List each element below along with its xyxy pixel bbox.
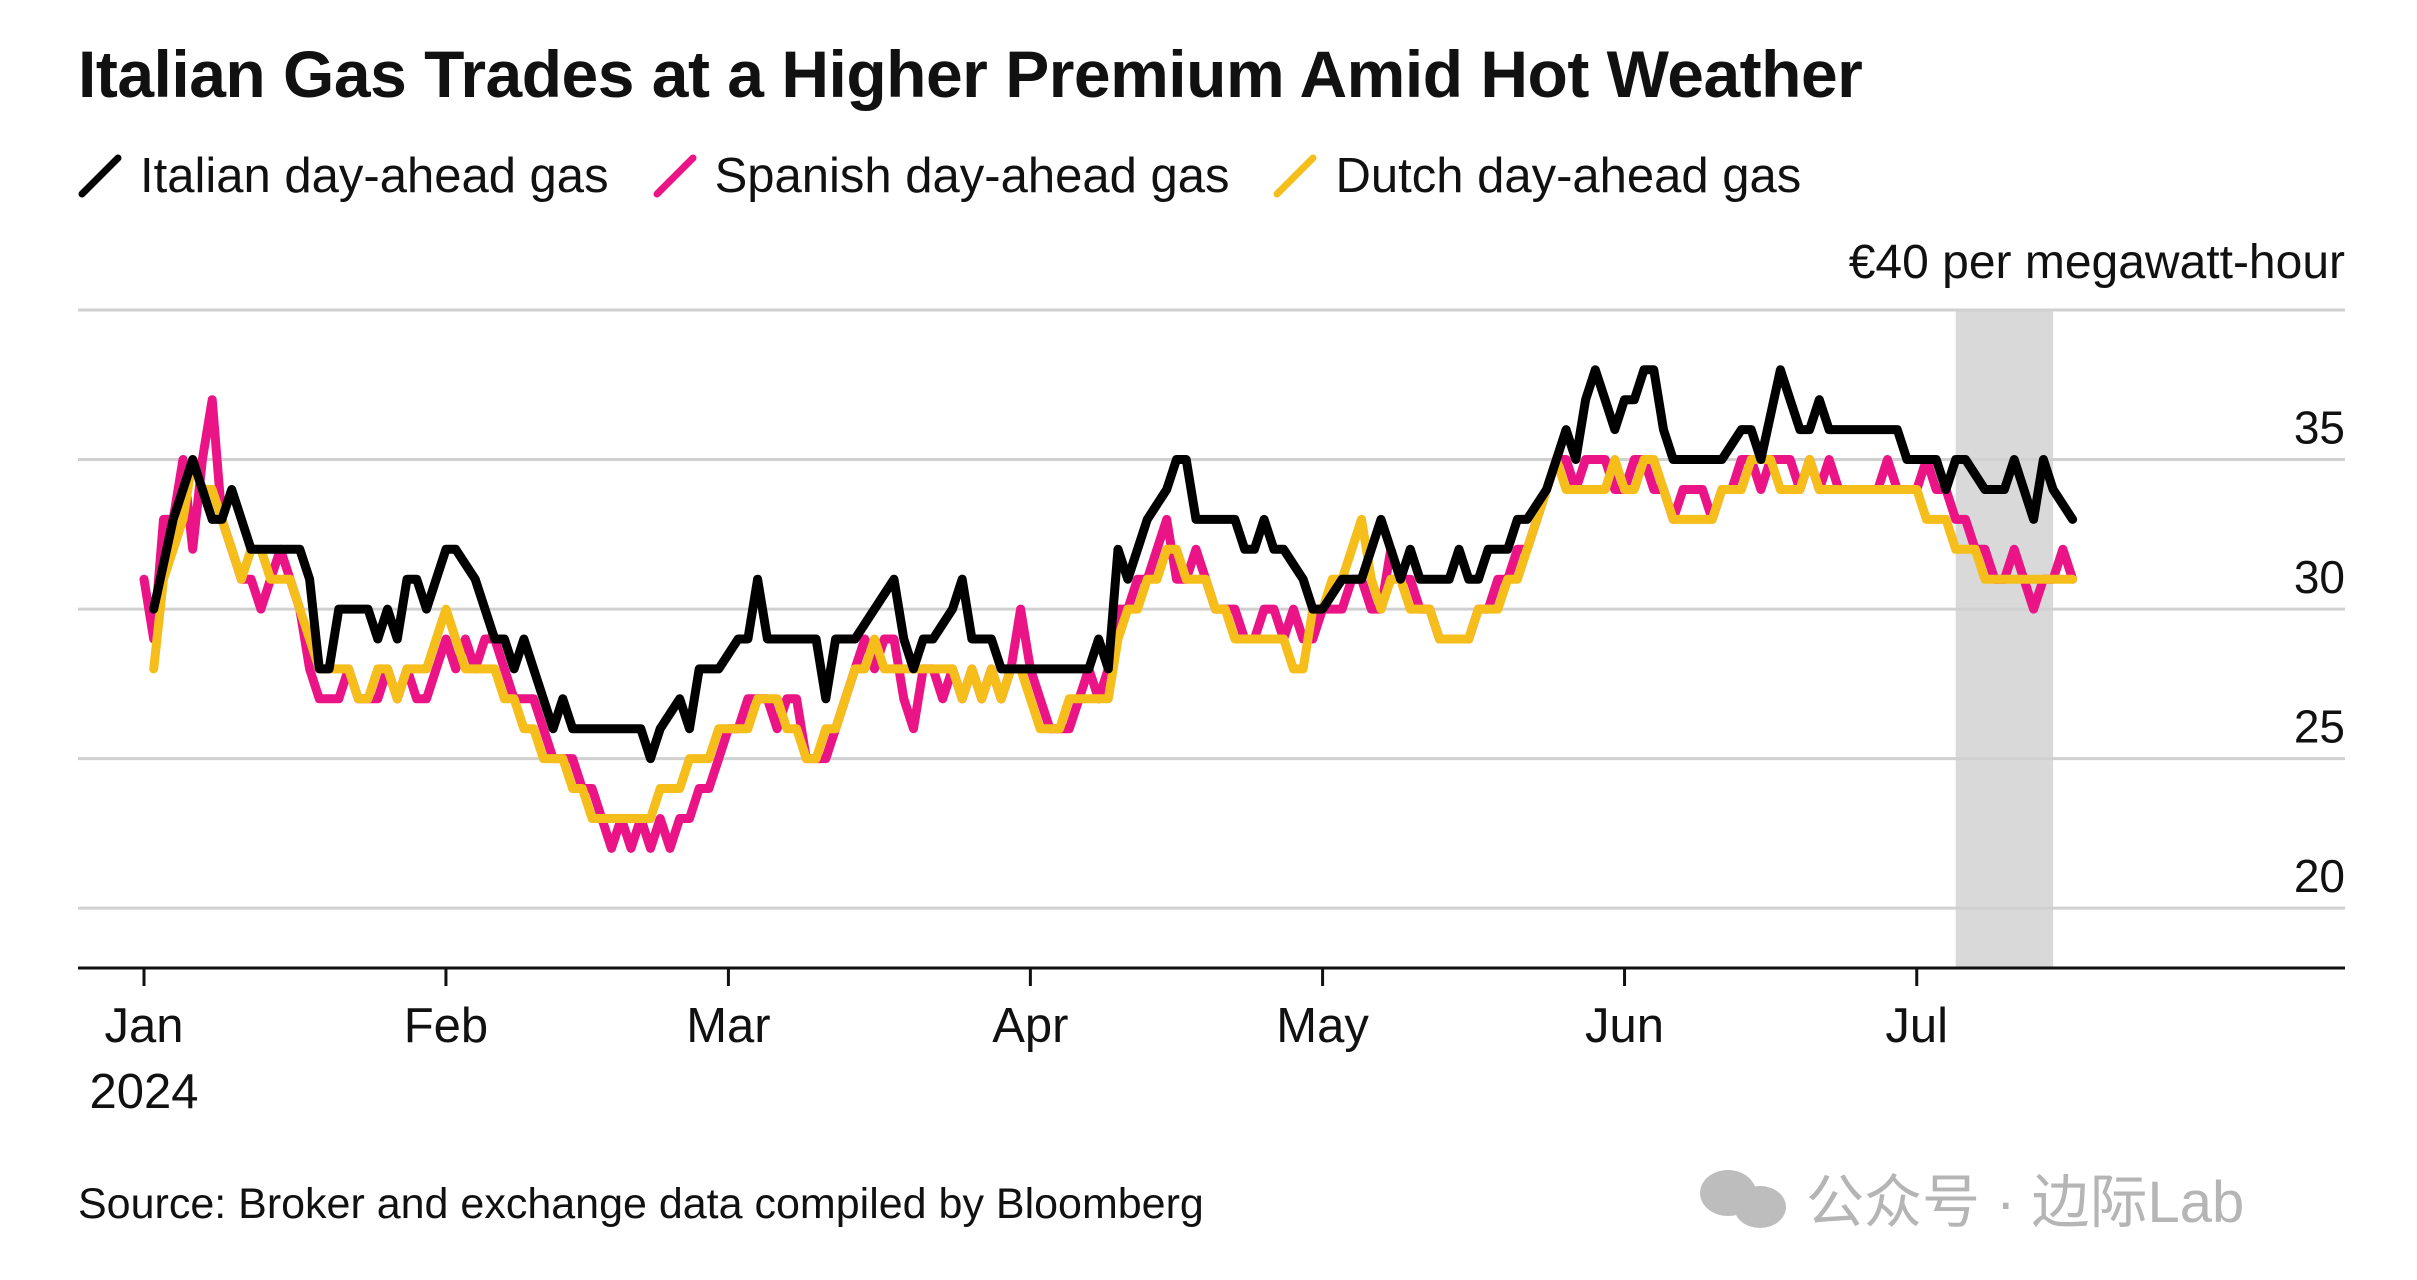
source-note: Source: Broker and exchange data compile… [78, 1180, 1204, 1228]
shaded-period [1955, 310, 2054, 968]
series-line-dutch [149, 455, 2078, 823]
legend-swatch-dutch [1273, 154, 1317, 198]
x-tick-label: Mar [686, 999, 770, 1053]
legend-item-dutch: Dutch day-ahead gas [1273, 148, 1801, 204]
legend-label-italian: Italian day-ahead gas [140, 149, 609, 203]
y-tick-label: 25 [2294, 701, 2345, 753]
legend-swatch-spanish [653, 154, 697, 198]
x-tick-label: Apr [992, 999, 1068, 1053]
watermark: 公众号 · 边际Lab [1700, 1155, 2244, 1239]
x-tick-label: May [1276, 999, 1369, 1053]
legend-label-dutch: Dutch day-ahead gas [1335, 149, 1802, 203]
wechat-icon [1700, 1164, 1792, 1230]
legend-label-spanish: Spanish day-ahead gas [714, 149, 1230, 203]
legend-item-spanish: Spanish day-ahead gas [653, 148, 1230, 204]
y-tick-label: 20 [2294, 850, 2345, 902]
watermark-text: 公众号 · 边际Lab [1806, 1170, 2245, 1235]
series-line-italian [149, 365, 2078, 764]
x-tick-label: Feb [404, 999, 488, 1053]
x-tick-label: Jun [1585, 999, 1664, 1053]
x-year-label: 2024 [89, 1065, 198, 1119]
legend-item-italian: Italian day-ahead gas [78, 148, 609, 204]
legend-swatch-italian [78, 154, 122, 198]
chart-title: Italian Gas Trades at a Higher Premium A… [78, 37, 1863, 111]
x-tick-label: Jan [104, 999, 183, 1053]
y-tick-label: 30 [2294, 551, 2345, 603]
y-tick-label: 35 [2294, 402, 2345, 454]
legend: Italian day-ahead gas Spanish day-ahead … [78, 148, 1801, 204]
y-unit-label: €40 per megawatt-hour [1849, 236, 2345, 289]
x-tick-label: Jul [1885, 999, 1948, 1053]
